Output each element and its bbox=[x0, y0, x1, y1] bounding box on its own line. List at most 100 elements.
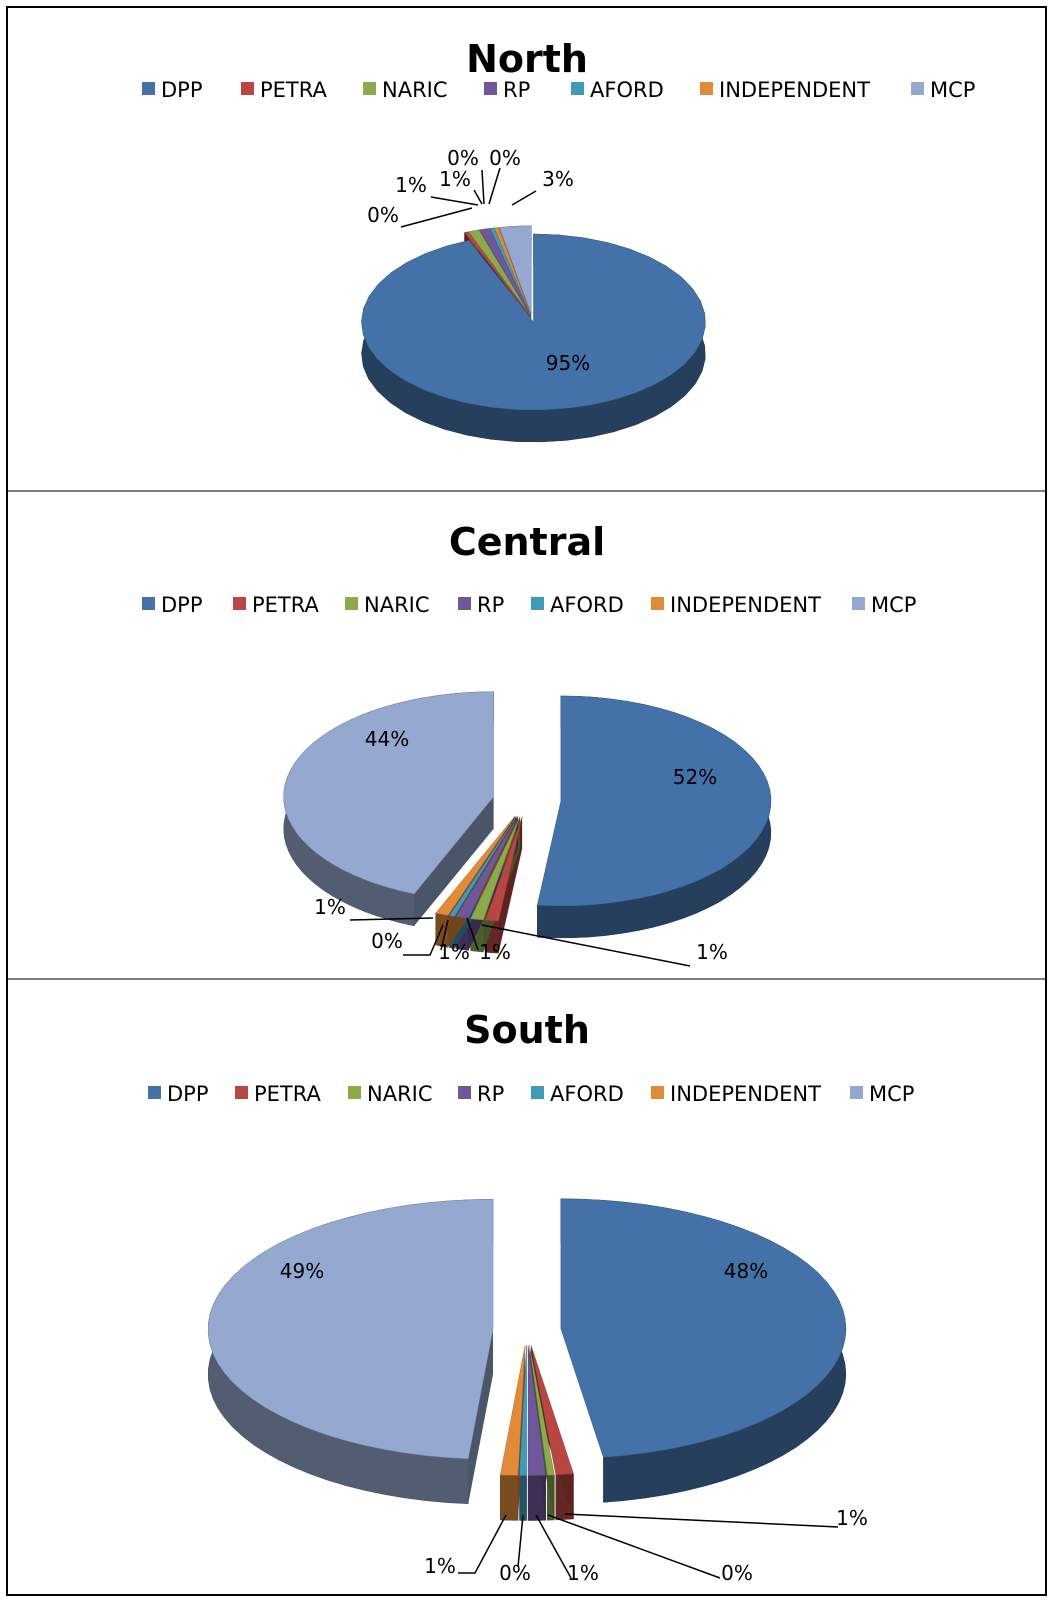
data-label-rp: 1% bbox=[438, 940, 470, 964]
legend-label-petra: PETRA bbox=[260, 78, 328, 102]
pie-slice-side-independent bbox=[500, 1474, 519, 1521]
legend-label-rp: RP bbox=[503, 78, 530, 102]
pie-slice-aford bbox=[448, 816, 517, 917]
data-label-rp: 1% bbox=[439, 167, 471, 191]
leader-line bbox=[403, 924, 444, 956]
leader-line bbox=[458, 1514, 507, 1574]
pie-slice-naric bbox=[529, 1345, 555, 1476]
data-label-independent: 1% bbox=[424, 1554, 456, 1578]
chart-frame bbox=[6, 6, 1047, 1596]
data-label-naric: 0% bbox=[721, 1561, 753, 1585]
leader-line bbox=[481, 924, 691, 967]
legend-label-rp: RP bbox=[477, 593, 504, 617]
legend-swatch-dpp bbox=[148, 1086, 161, 1099]
pie-slice-aford bbox=[489, 227, 531, 315]
leader-line bbox=[473, 189, 483, 205]
chart-title: Central bbox=[449, 520, 605, 564]
legend-swatch-naric bbox=[363, 82, 376, 95]
legend-swatch-petra bbox=[235, 1086, 248, 1099]
legend-swatch-dpp bbox=[142, 597, 155, 610]
legend-swatch-petra bbox=[241, 82, 254, 95]
legend-label-aford: AFORD bbox=[550, 593, 624, 617]
legend-label-petra: PETRA bbox=[252, 593, 320, 617]
pie-slice-petra bbox=[530, 1345, 574, 1476]
pie-slice-independent bbox=[494, 227, 531, 315]
chart-panel-central: Central DPP PETRA NARIC RP AFORD INDEPENDENT MC… bbox=[142, 520, 916, 967]
legend-label-independent: INDEPENDENT bbox=[670, 593, 821, 617]
pie-slice-naric bbox=[468, 229, 530, 315]
leader-line bbox=[430, 196, 479, 206]
chart-panel-north: North DPP PETRA NARIC RP AFORD INDEPENDENT MCP 9… bbox=[142, 37, 975, 443]
legend-label-aford: AFORD bbox=[590, 78, 664, 102]
pie-slice-mcp bbox=[499, 225, 532, 314]
pie bbox=[361, 225, 706, 443]
panel-divider bbox=[8, 490, 1045, 492]
legend-label-independent: INDEPENDENT bbox=[719, 78, 870, 102]
legend-swatch-rp bbox=[458, 597, 471, 610]
data-label-naric: 1% bbox=[479, 940, 511, 964]
legend-swatch-aford bbox=[571, 82, 584, 95]
data-label-dpp: 48% bbox=[724, 1259, 768, 1283]
legend-label-dpp: DPP bbox=[161, 593, 203, 617]
legend-swatch-aford bbox=[531, 597, 544, 610]
pie-slice-naric bbox=[470, 816, 521, 921]
legend-swatch-dpp bbox=[142, 82, 155, 95]
data-label-independent: 0% bbox=[489, 146, 521, 170]
legend-label-dpp: DPP bbox=[167, 1082, 209, 1106]
legend-swatch-petra bbox=[233, 597, 246, 610]
leader-line bbox=[564, 1513, 839, 1528]
legend-swatch-independent bbox=[651, 1086, 664, 1099]
pie-slice-side-aford bbox=[519, 1475, 527, 1521]
pie-slice-rp bbox=[527, 1345, 547, 1476]
leader-line bbox=[349, 917, 434, 921]
legend-label-petra: PETRA bbox=[254, 1082, 322, 1106]
pie-slice-petra bbox=[463, 231, 530, 315]
legend-label-dpp: DPP bbox=[161, 78, 203, 102]
pie bbox=[283, 691, 772, 954]
leader-line bbox=[466, 917, 479, 951]
legend-swatch-naric bbox=[345, 597, 358, 610]
legend-swatch-rp bbox=[458, 1086, 471, 1099]
leader-line bbox=[517, 1514, 524, 1568]
pie-slice-rp bbox=[478, 228, 531, 315]
leader-line bbox=[440, 919, 449, 951]
legend-swatch-independent bbox=[651, 597, 664, 610]
legend-swatch-mcp bbox=[852, 597, 865, 610]
data-label-mcp: 44% bbox=[365, 727, 409, 751]
legend-label-mcp: MCP bbox=[869, 1082, 914, 1106]
legend-label-mcp: MCP bbox=[871, 593, 916, 617]
panel-divider bbox=[8, 978, 1045, 980]
pie-slice-edge-independent bbox=[517, 1345, 526, 1521]
legend-label-naric: NARIC bbox=[382, 78, 448, 102]
legend-swatch-independent bbox=[700, 82, 713, 95]
legend-label-independent: INDEPENDENT bbox=[670, 1082, 821, 1106]
legend-swatch-mcp bbox=[850, 1086, 863, 1099]
data-label-aford: 0% bbox=[499, 1561, 531, 1585]
legend-label-naric: NARIC bbox=[367, 1082, 433, 1106]
pie-slice-aford bbox=[519, 1345, 527, 1476]
data-label-mcp: 49% bbox=[280, 1259, 324, 1283]
leader-line bbox=[511, 190, 537, 206]
leader-line bbox=[400, 207, 473, 228]
leader-line bbox=[481, 169, 485, 205]
legend-swatch-naric bbox=[348, 1086, 361, 1099]
pie-slice-mcp bbox=[207, 1199, 494, 1460]
leader-line bbox=[535, 1514, 572, 1579]
pie-slice-edge-mcp bbox=[468, 1329, 494, 1504]
legend-swatch-mcp bbox=[911, 82, 924, 95]
pie bbox=[207, 1198, 847, 1521]
data-label-mcp: 3% bbox=[542, 167, 574, 191]
data-label-aford: 0% bbox=[371, 929, 403, 953]
legend-label-mcp: MCP bbox=[930, 78, 975, 102]
chart-panel-south: South DPP PETRA NARIC RP AFORD INDEPENDENT MCP 4… bbox=[148, 1008, 914, 1585]
leader-line bbox=[488, 167, 501, 205]
data-label-naric: 1% bbox=[395, 173, 427, 197]
data-label-dpp: 52% bbox=[673, 765, 717, 789]
chart-title: South bbox=[464, 1008, 590, 1052]
data-label-petra: 1% bbox=[696, 940, 728, 964]
pie-slice-independent bbox=[499, 1345, 526, 1476]
pie-slice-independent bbox=[435, 815, 516, 916]
legend-label-naric: NARIC bbox=[364, 593, 430, 617]
pie-slice-edge-mcp bbox=[414, 796, 494, 926]
